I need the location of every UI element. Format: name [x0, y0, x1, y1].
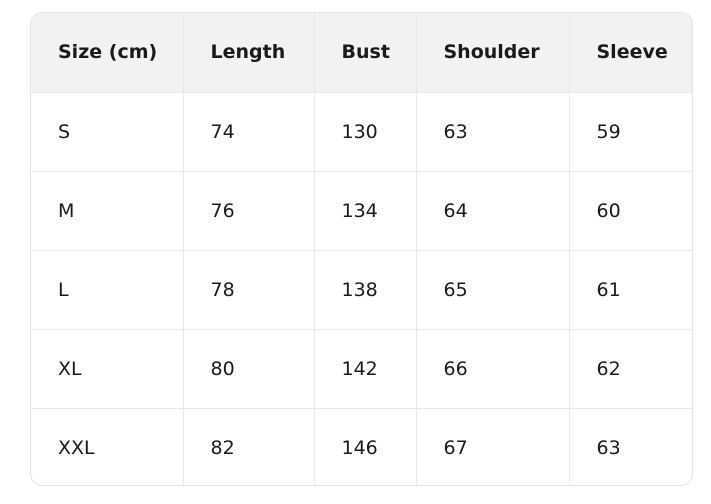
cell-sleeve: 61: [569, 250, 692, 330]
cell-length: 76: [183, 171, 315, 251]
cell-bust: 142: [314, 329, 417, 409]
table-row: M 76 134 64 60: [31, 171, 692, 251]
cell-size: S: [31, 92, 184, 172]
header-sleeve: Sleeve: [569, 13, 692, 93]
header-bust: Bust: [314, 13, 417, 93]
cell-size: XL: [31, 329, 184, 409]
table-row: XL 80 142 66 62: [31, 329, 692, 409]
cell-bust: 138: [314, 250, 417, 330]
cell-shoulder: 64: [416, 171, 570, 251]
cell-size: XXL: [31, 408, 184, 485]
cell-sleeve: 60: [569, 171, 692, 251]
header-size: Size (cm): [31, 13, 184, 93]
cell-size: L: [31, 250, 184, 330]
cell-length: 74: [183, 92, 315, 172]
cell-length: 82: [183, 408, 315, 485]
table-row: XXL 82 146 67 63: [31, 408, 692, 485]
cell-bust: 134: [314, 171, 417, 251]
cell-sleeve: 62: [569, 329, 692, 409]
header-length: Length: [183, 13, 315, 93]
cell-shoulder: 66: [416, 329, 570, 409]
header-shoulder: Shoulder: [416, 13, 570, 93]
cell-length: 78: [183, 250, 315, 330]
header-row: Size (cm) Length Bust Shoulder Sleeve: [31, 13, 692, 93]
cell-shoulder: 63: [416, 92, 570, 172]
cell-length: 80: [183, 329, 315, 409]
cell-shoulder: 65: [416, 250, 570, 330]
cell-bust: 130: [314, 92, 417, 172]
cell-sleeve: 59: [569, 92, 692, 172]
table-row: S 74 130 63 59: [31, 92, 692, 172]
cell-size: M: [31, 171, 184, 251]
table-row: L 78 138 65 61: [31, 250, 692, 330]
cell-sleeve: 63: [596, 436, 621, 459]
cell-bust: 146: [314, 408, 417, 485]
cell-shoulder: 67: [416, 408, 570, 485]
